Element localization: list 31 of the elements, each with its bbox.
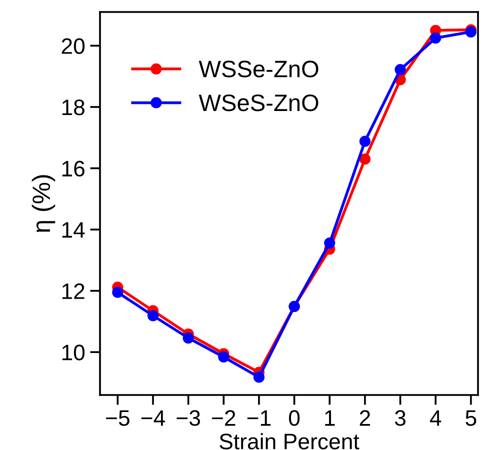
- y-tick-label: 16: [62, 160, 84, 177]
- point: [359, 136, 371, 147]
- y-tick-label: 18: [62, 100, 84, 116]
- x-tick-label: 4: [430, 410, 442, 426]
- x-tick-label: −3: [176, 410, 200, 426]
- point: [430, 32, 442, 44]
- x-axis-title: Strain Percent: [220, 433, 360, 450]
- y-tick-label: 12: [62, 283, 84, 299]
- x-tick-label: −5: [106, 410, 130, 426]
- y-tick-label: 10: [62, 344, 85, 360]
- point: [359, 154, 371, 165]
- x-tick-label: 3: [394, 410, 406, 426]
- point: [218, 351, 230, 363]
- x-tick-label: 1: [325, 410, 335, 426]
- x-tick-label: 2: [360, 410, 370, 426]
- point: [253, 372, 265, 383]
- x-tick-label: −4: [141, 410, 166, 426]
- legend-label: WSSe-ZnO: [198, 60, 318, 78]
- point: [394, 64, 406, 76]
- y-tick-label: 14: [62, 222, 85, 238]
- y-axis-title: η (%): [32, 175, 56, 232]
- point: [324, 237, 336, 249]
- point: [182, 332, 194, 344]
- x-tick-label: 0: [288, 410, 300, 426]
- x-tick-label: −2: [212, 410, 236, 426]
- y-tick-label: 20: [62, 38, 85, 54]
- legend-label: WSeS-ZnO: [198, 94, 318, 112]
- x-tick-label: −1: [247, 410, 271, 426]
- x-tick-label: 5: [466, 410, 476, 426]
- point: [147, 310, 159, 322]
- point: [112, 286, 124, 298]
